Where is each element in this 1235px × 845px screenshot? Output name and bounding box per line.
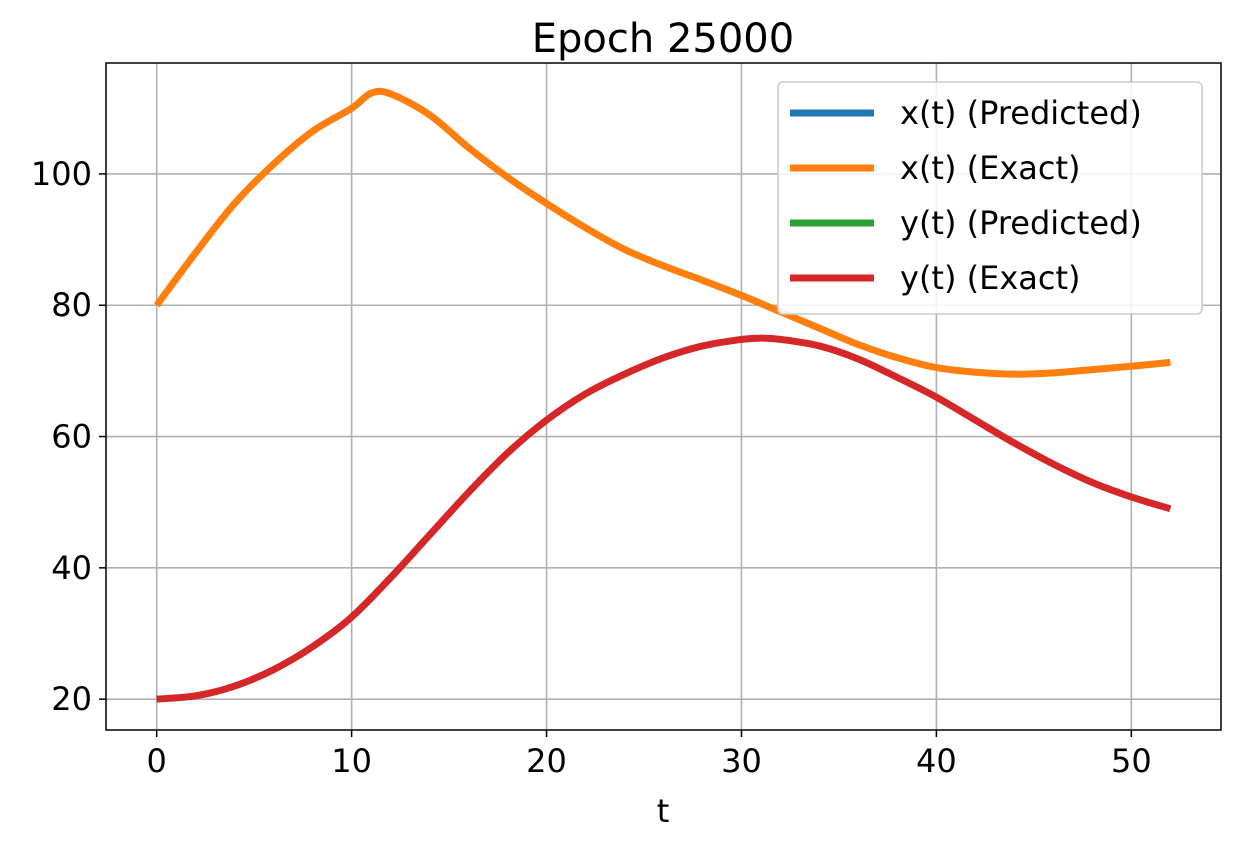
x-tick-label: 20 xyxy=(526,742,567,780)
x-tick-label: 40 xyxy=(916,742,957,780)
y-tick-label: 60 xyxy=(51,418,92,456)
y-tick-label: 20 xyxy=(51,680,92,718)
x-axis-label: t xyxy=(657,792,670,830)
y-tick-label: 40 xyxy=(51,549,92,587)
legend-box xyxy=(777,81,1203,315)
legend: x(t) (Predicted) x(t) (Exact) y(t) (Predic… xyxy=(777,81,1203,315)
series-line-3 xyxy=(156,334,1172,703)
x-tick-label: 50 xyxy=(1111,742,1152,780)
plot-frame xyxy=(105,62,1222,731)
legend-label-2: y(t) (Predicted) xyxy=(900,204,1142,242)
axis-ticks: 0 10 20 30 40 50 20 40 60 80 100 xyxy=(31,155,1152,780)
series-line-1 xyxy=(153,87,1171,378)
series-lines xyxy=(153,87,1172,703)
legend-label-1: x(t) (Exact) xyxy=(900,149,1081,187)
y-tick-label: 80 xyxy=(51,286,92,324)
chart-title: Epoch 25000 xyxy=(532,16,794,62)
y-tick-label: 100 xyxy=(31,155,92,193)
legend-label-0: x(t) (Predicted) xyxy=(900,94,1142,132)
x-tick-label: 0 xyxy=(147,742,167,780)
x-tick-label: 30 xyxy=(721,742,762,780)
legend-label-3: y(t) (Exact) xyxy=(900,259,1081,297)
x-tick-label: 10 xyxy=(331,742,372,780)
series-line-2 xyxy=(156,336,1171,701)
